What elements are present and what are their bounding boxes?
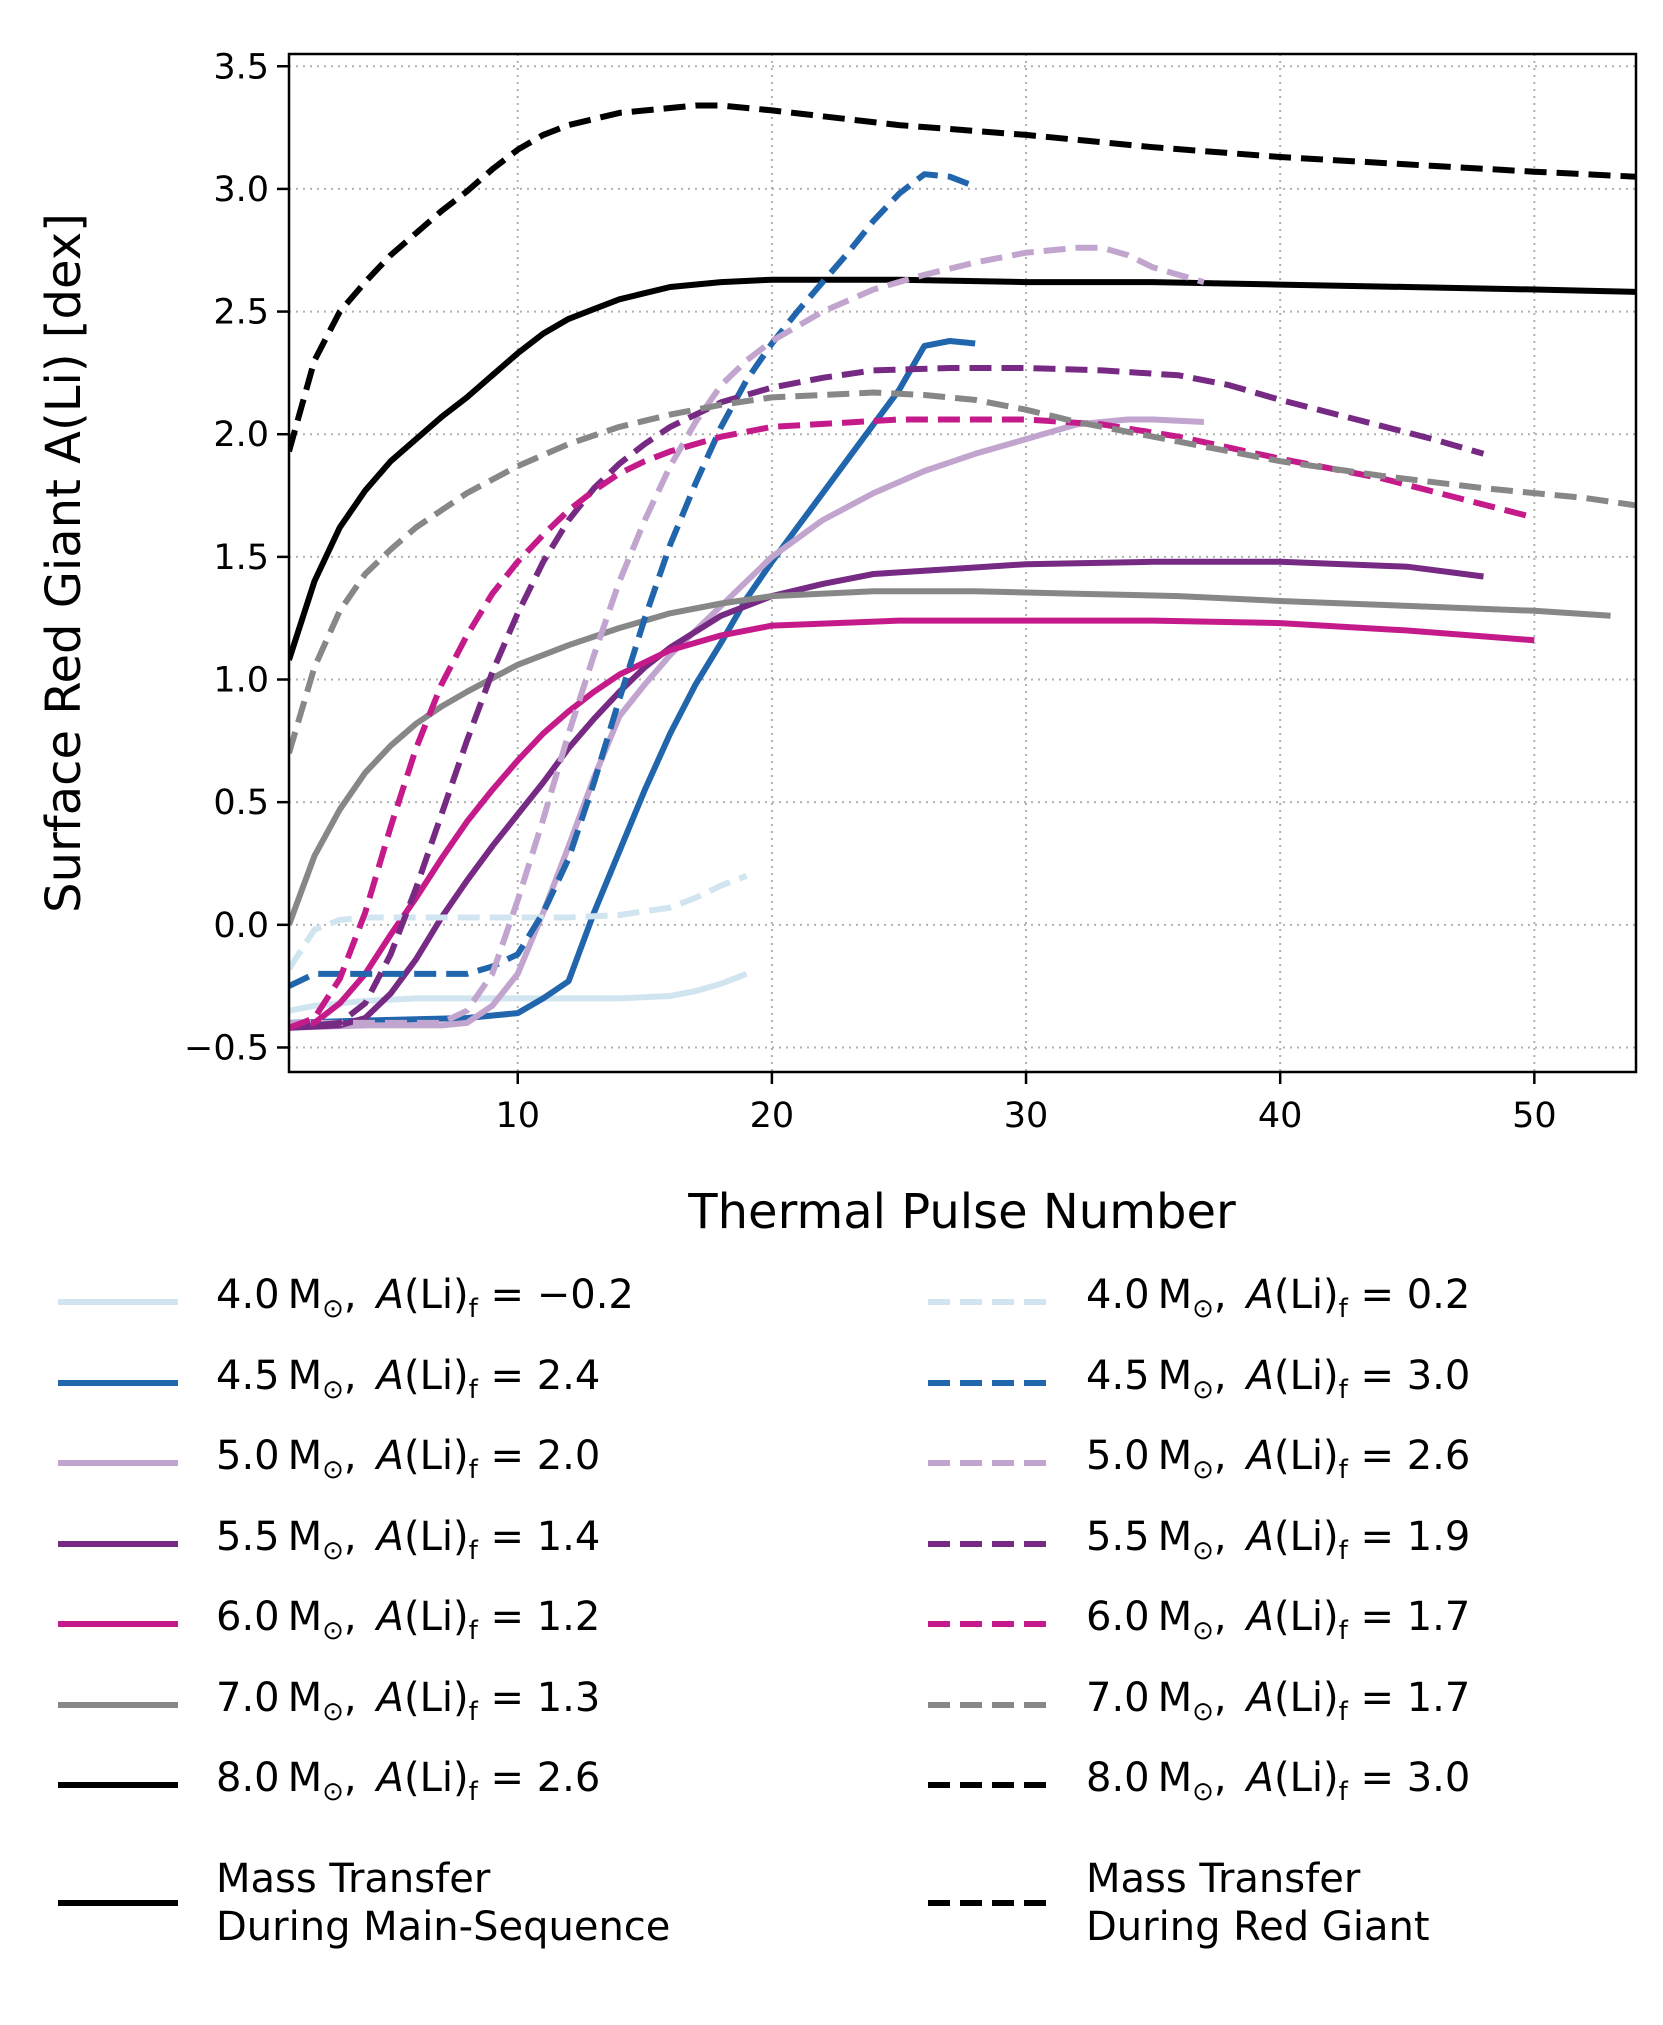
legend-swatch-solid [58, 1899, 178, 1906]
series-line-dashed-4-5 [289, 171, 977, 989]
y-axis: −0.5 0.0 0.5 1.0 1.5 2.0 2.5 3.0 3.5 [184, 47, 289, 1068]
legend-entry: 5.5 M⊙, A(Li)f = 1.9 [870, 1504, 1650, 1585]
plot-frame [287, 52, 1638, 1074]
legend-entry: 6.0 M⊙, A(Li)f = 1.2 [0, 1584, 780, 1665]
x-tick-label: 40 [1258, 1096, 1303, 1136]
grid-lines [289, 54, 1636, 1072]
legend-label: 6.0 M⊙, A(Li)f = 1.7 [1086, 1594, 1471, 1647]
y-tick-label: −0.5 [184, 1028, 269, 1068]
legend-swatch-solid [58, 1782, 178, 1789]
series-line-solid-5-0 [289, 416, 1205, 1031]
legend-label: 5.0 M⊙, A(Li)f = 2.6 [1086, 1433, 1471, 1486]
legend-swatch-solid [58, 1460, 178, 1467]
legend-swatch-solid [58, 1540, 178, 1547]
y-tick-label: 0.0 [213, 906, 269, 946]
series-line-solid-4-5 [289, 338, 976, 1026]
series-layer [289, 102, 1636, 1031]
legend-label: 4.5 M⊙, A(Li)f = 2.4 [216, 1352, 601, 1405]
legend-swatch-dashed [928, 1701, 1048, 1708]
y-axis-title: Surface Red Giant A(Li) [dex] [36, 213, 92, 913]
legend-entry: 4.5 M⊙, A(Li)f = 2.4 [0, 1343, 780, 1424]
y-tick-label: 3.5 [213, 47, 269, 87]
legend-swatch-dashed [928, 1540, 1048, 1547]
legend-scenario-label: Mass Transfer During Main-Sequence [216, 1855, 671, 1950]
x-tick-label: 30 [1004, 1096, 1049, 1136]
legend-label: 5.5 M⊙, A(Li)f = 1.9 [1086, 1513, 1471, 1566]
x-axis: 10 20 30 40 50 [495, 1072, 1557, 1136]
x-axis-title: Thermal Pulse Number [687, 1184, 1236, 1240]
legend-swatch-dashed [928, 1379, 1048, 1386]
legend-swatch-dashed [928, 1621, 1048, 1628]
legend-swatch-solid [58, 1379, 178, 1386]
legend-swatch-solid [58, 1701, 178, 1708]
legend-label: 4.5 M⊙, A(Li)f = 3.0 [1086, 1352, 1471, 1405]
legend-label: 8.0 M⊙, A(Li)f = 2.6 [216, 1755, 601, 1808]
legend-swatch-dashed [928, 1899, 1048, 1906]
x-tick-label: 10 [495, 1096, 540, 1136]
series-line-dashed-5-0 [289, 244, 1205, 1026]
legend-swatch-dashed [928, 1782, 1048, 1789]
y-tick-label: 1.0 [213, 661, 269, 701]
series-line-solid-8-0 [289, 276, 1636, 661]
legend-scenario-label: Mass Transfer During Red Giant [1086, 1855, 1430, 1950]
legend-entry-scenario: Mass Transfer During Main-Sequence [0, 1838, 780, 1968]
y-tick-label: 1.5 [213, 538, 269, 578]
y-tick-label: 2.5 [213, 293, 269, 333]
legend-entry: 8.0 M⊙, A(Li)f = 2.6 [0, 1745, 780, 1826]
series-line-dashed-6-0 [289, 416, 1536, 1031]
y-tick-label: 3.0 [213, 170, 269, 210]
series-line-solid-6-0 [289, 617, 1535, 1031]
legend-label: 6.0 M⊙, A(Li)f = 1.2 [216, 1594, 601, 1647]
chart: 10 20 30 40 50 −0.50.00.51.01.52.02.53.03.5 … [36, 47, 1638, 1240]
legend-entry: 5.0 M⊙, A(Li)f = 2.0 [0, 1423, 780, 1504]
x-tick-label: 20 [750, 1096, 795, 1136]
y-tick-label: 2.0 [213, 415, 269, 455]
series-line-solid-5-5 [289, 558, 1484, 1031]
legend-entry: 6.0 M⊙, A(Li)f = 1.7 [870, 1584, 1650, 1665]
y-tick-label: 0.5 [213, 783, 269, 823]
legend-entry: 7.0 M⊙, A(Li)f = 1.7 [870, 1665, 1650, 1746]
series-line-dashed-7-0 [289, 389, 1636, 754]
legend-label: 8.0 M⊙, A(Li)f = 3.0 [1086, 1755, 1471, 1808]
legend-entry: 4.0 M⊙, A(Li)f = −0.2 [0, 1262, 780, 1343]
legend-entry: 5.0 M⊙, A(Li)f = 2.6 [870, 1423, 1650, 1504]
legend-label: 4.0 M⊙, A(Li)f = −0.2 [216, 1272, 634, 1325]
legend-label: 5.0 M⊙, A(Li)f = 2.0 [216, 1433, 601, 1486]
legend-entry-scenario: Mass Transfer During Red Giant [870, 1838, 1650, 1968]
legend-swatch-dashed [928, 1299, 1048, 1306]
legend-entry: 4.5 M⊙, A(Li)f = 3.0 [870, 1343, 1650, 1424]
legend: 4.0 M⊙, A(Li)f = −0.2 4.5 M⊙, A(Li)f = 2.… [0, 1262, 1663, 2022]
legend-entry: 5.5 M⊙, A(Li)f = 1.4 [0, 1504, 780, 1585]
x-tick-label: 50 [1512, 1096, 1557, 1136]
legend-swatch-dashed [928, 1460, 1048, 1467]
legend-swatch-solid [58, 1299, 178, 1306]
series-line-dashed-4-0 [289, 873, 748, 971]
legend-column-dashed: 4.0 M⊙, A(Li)f = 0.2 4.5 M⊙, A(Li)f = 3.0… [870, 1262, 1650, 1968]
legend-label: 5.5 M⊙, A(Li)f = 1.4 [216, 1513, 601, 1566]
legend-label: 7.0 M⊙, A(Li)f = 1.3 [216, 1674, 601, 1727]
legend-entry: 8.0 M⊙, A(Li)f = 3.0 [870, 1745, 1650, 1826]
legend-label: 4.0 M⊙, A(Li)f = 0.2 [1086, 1272, 1471, 1325]
legend-entry: 4.0 M⊙, A(Li)f = 0.2 [870, 1262, 1650, 1343]
series-line-dashed-5-5 [289, 365, 1485, 1031]
legend-column-solid: 4.0 M⊙, A(Li)f = −0.2 4.5 M⊙, A(Li)f = 2.… [0, 1262, 780, 1968]
series-line-solid-7-0 [289, 588, 1611, 926]
series-line-dashed-8-0 [289, 102, 1636, 453]
legend-entry: 7.0 M⊙, A(Li)f = 1.3 [0, 1665, 780, 1746]
legend-swatch-solid [58, 1621, 178, 1628]
legend-label: 7.0 M⊙, A(Li)f = 1.7 [1086, 1674, 1471, 1727]
